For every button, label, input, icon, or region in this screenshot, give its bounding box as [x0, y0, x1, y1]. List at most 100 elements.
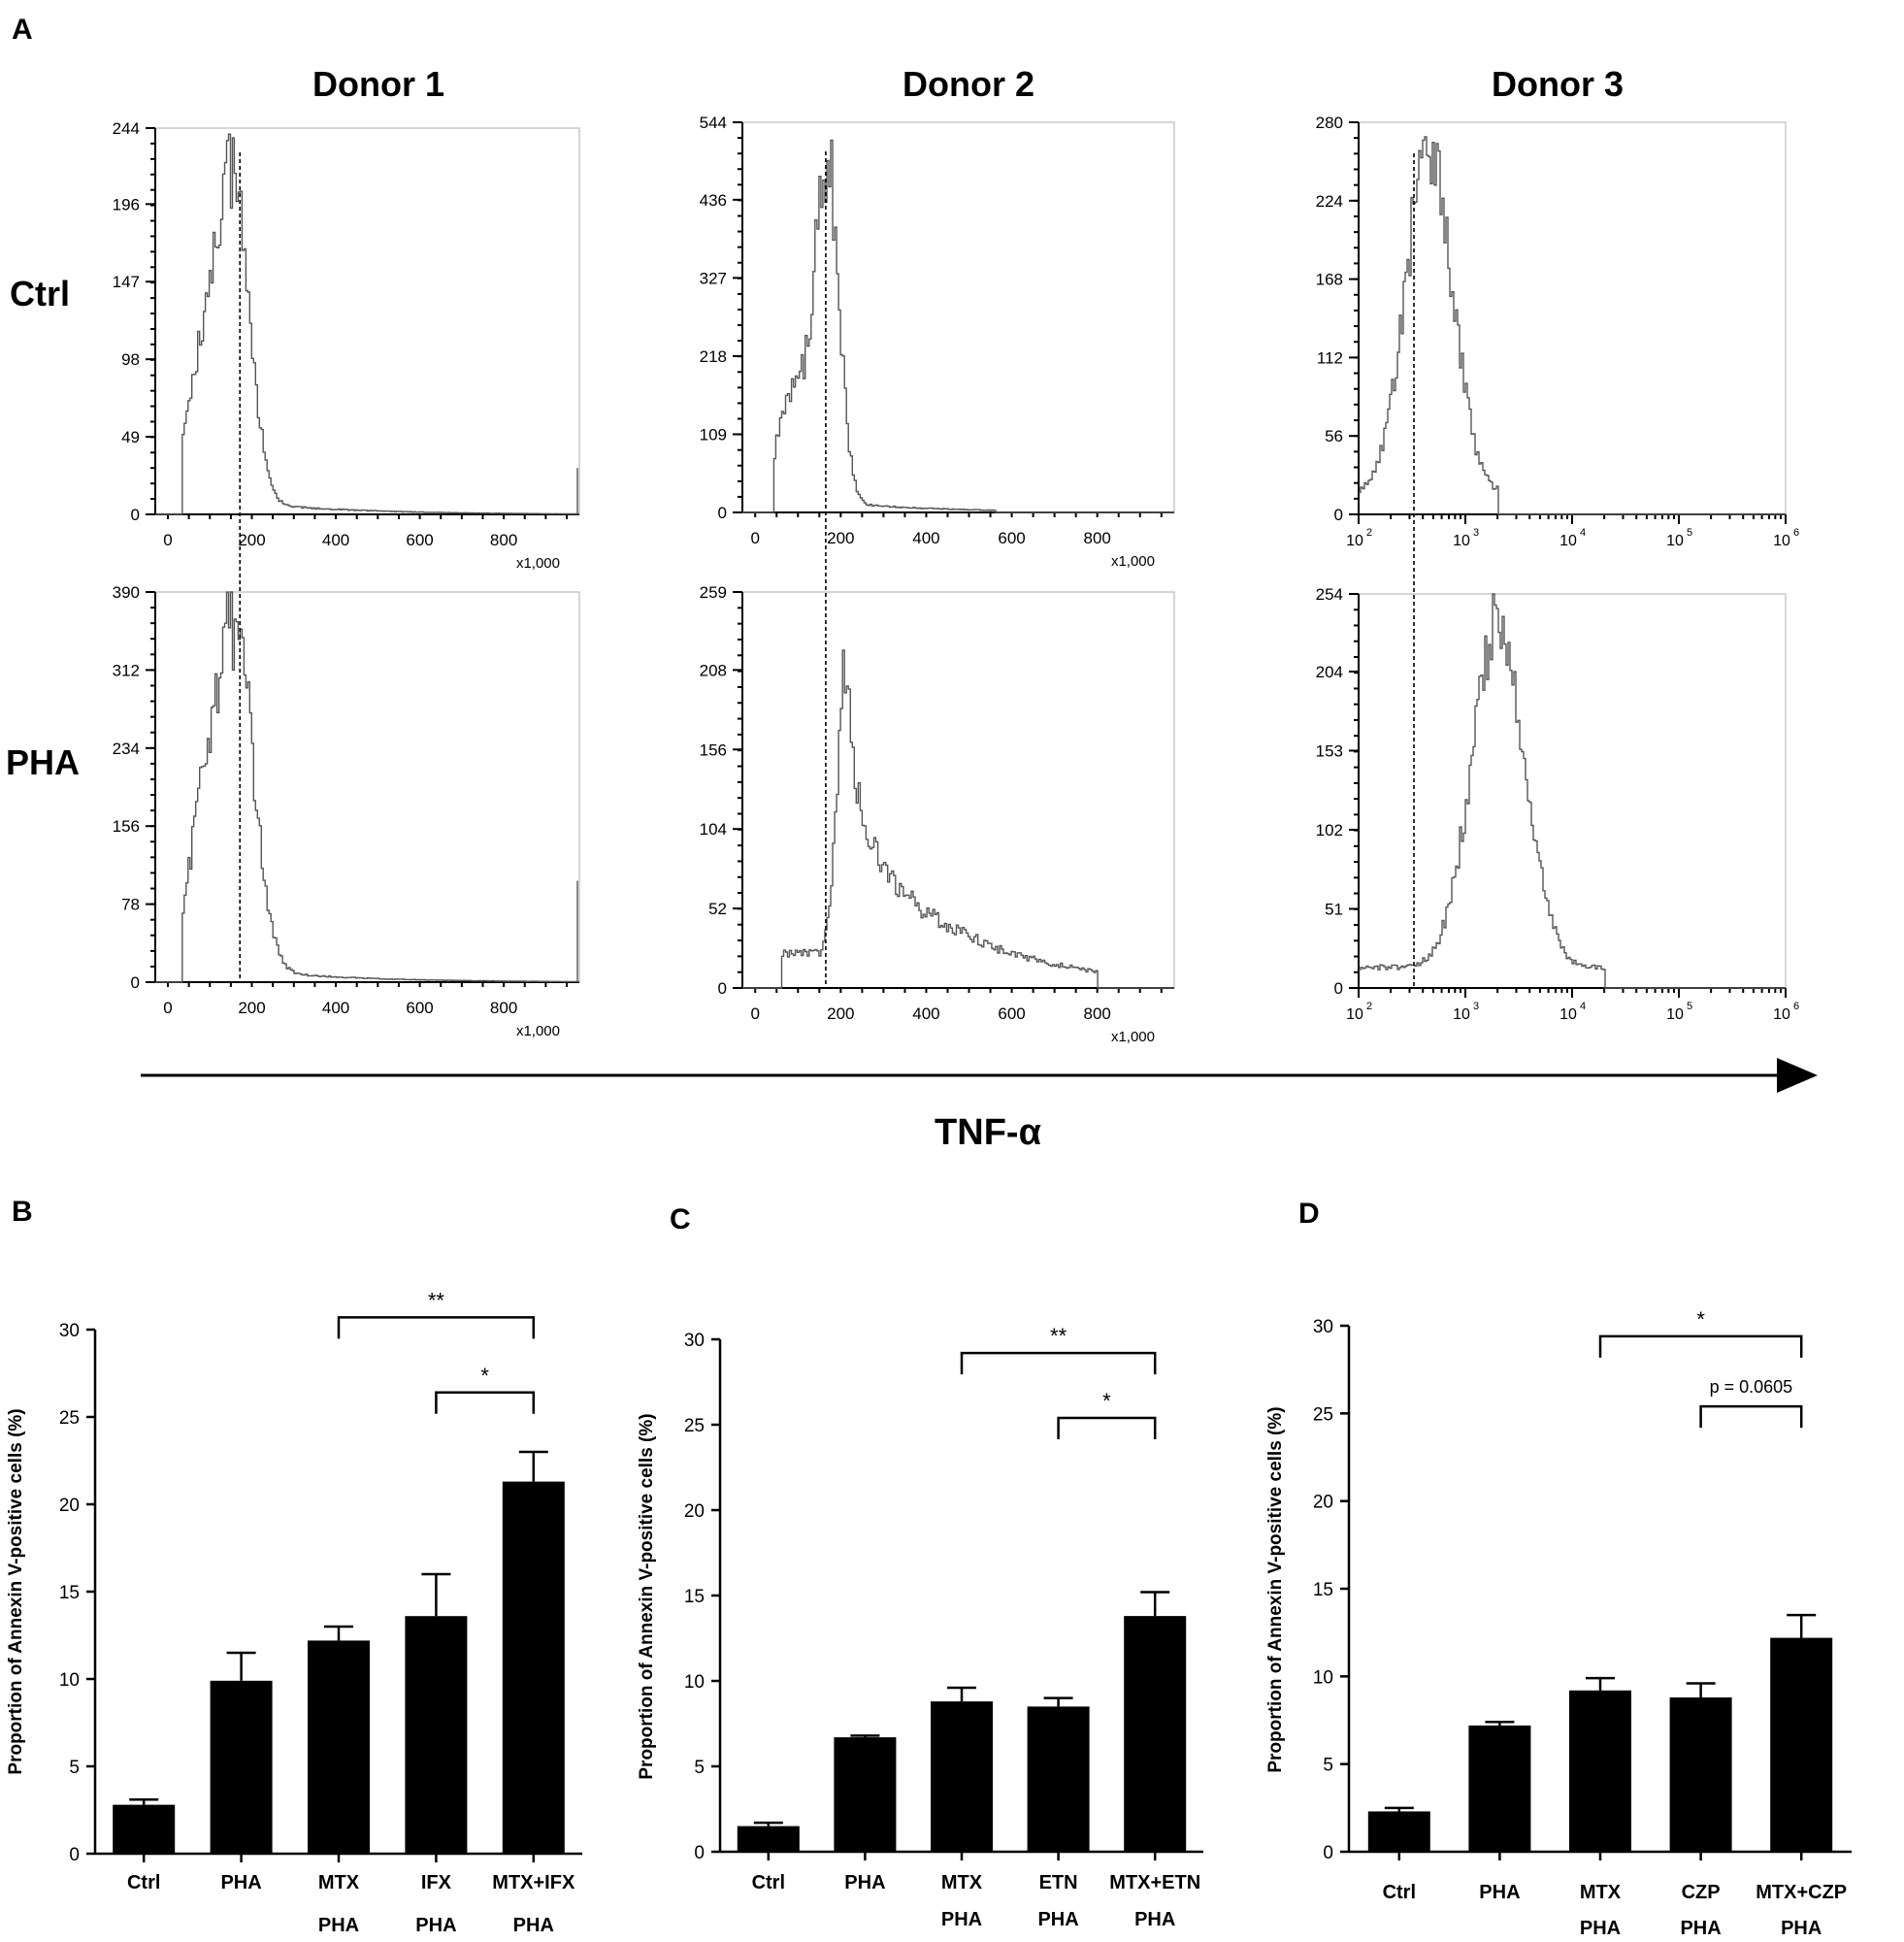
- y-tick-label: 153: [1316, 741, 1343, 760]
- panel-d-letter: D: [1298, 1198, 1320, 1230]
- y-tick-label: 51: [1325, 900, 1343, 918]
- plot-frame: [154, 127, 580, 515]
- y-tick-label: 30: [684, 1331, 705, 1351]
- bar-pha: [834, 1737, 897, 1852]
- x-tick-label: 200: [827, 529, 854, 547]
- y-tick-label: 5: [69, 1758, 80, 1778]
- bar-mtx-czp: [1770, 1637, 1833, 1852]
- y-tick-label: 0: [694, 1843, 705, 1863]
- histogram-trace: [155, 133, 579, 515]
- y-tick-label: 10: [59, 1670, 80, 1691]
- y-tick-label: 10: [1313, 1667, 1333, 1688]
- y-tick-label: 10: [684, 1672, 705, 1693]
- significance-label: p = 0.0605: [1710, 1377, 1793, 1397]
- y-tick-label: 0: [69, 1845, 80, 1865]
- panel-b-letter: B: [12, 1196, 33, 1228]
- category-label: PHA: [844, 1872, 885, 1893]
- y-tick-label: 254: [1316, 585, 1343, 604]
- y-tick-label: 208: [700, 661, 727, 679]
- bar-ctrl: [113, 1804, 176, 1854]
- category-label: MTX+CZP: [1756, 1882, 1847, 1903]
- x-tick-label: 400: [322, 531, 349, 549]
- bar-mtx-ifx: [502, 1481, 565, 1854]
- x-tick-label: 10: [1453, 1006, 1470, 1023]
- y-tick-label: 102: [1316, 821, 1343, 839]
- x-tick-exponent: 6: [1793, 527, 1799, 539]
- category-label: Ctrl: [1383, 1882, 1416, 1903]
- category-label: MTX: [1580, 1882, 1622, 1903]
- x-tick-label: 10: [1773, 533, 1790, 549]
- y-tick-label: 259: [700, 583, 727, 602]
- x-tick-exponent: 4: [1580, 1001, 1586, 1012]
- histogram-A-d1-pha: [146, 591, 580, 987]
- y-axis-label: Proportion of Annexin V-positive cells (…: [6, 1408, 26, 1774]
- category-sublabel: PHA: [1037, 1909, 1078, 1930]
- x-multiplier-label: x1,000: [1111, 1029, 1155, 1045]
- tnf-alpha-axis-label: TNF-α: [935, 1112, 1041, 1153]
- y-tick-label: 52: [708, 900, 727, 918]
- x-tick-label: 0: [750, 529, 759, 547]
- y-tick-label: 5: [694, 1758, 705, 1778]
- category-label: CZP: [1682, 1882, 1721, 1903]
- y-tick-label: 312: [113, 661, 140, 679]
- y-tick-label: 49: [121, 428, 140, 446]
- histogram-A-d1-ctrl: [146, 127, 580, 519]
- category-label: IFX: [421, 1872, 452, 1893]
- donor-1-title: Donor 1: [312, 64, 445, 104]
- x-tick-exponent: 3: [1473, 527, 1479, 539]
- x-tick-label: 10: [1666, 1006, 1684, 1023]
- category-label: MTX: [941, 1872, 983, 1893]
- y-tick-label: 244: [113, 119, 140, 138]
- x-tick-exponent: 5: [1687, 527, 1692, 539]
- plot-frame: [1358, 121, 1787, 515]
- y-tick-label: 15: [1313, 1580, 1333, 1600]
- y-tick-label: 390: [113, 583, 140, 602]
- x-tick-label: 800: [490, 999, 517, 1017]
- x-multiplier-label: x1,000: [516, 1023, 560, 1039]
- bar-chart-D: [1340, 1324, 1852, 1860]
- x-tick-label: 10: [1346, 1006, 1363, 1023]
- x-tick-label: 800: [1084, 1004, 1111, 1023]
- x-tick-exponent: 4: [1580, 527, 1586, 539]
- bar-chart-C: [711, 1337, 1203, 1860]
- y-tick-label: 0: [131, 973, 140, 992]
- x-tick-label: 10: [1666, 533, 1684, 549]
- y-tick-label: 0: [718, 504, 727, 522]
- category-sublabel: PHA: [513, 1915, 554, 1936]
- category-sublabel: PHA: [415, 1915, 456, 1936]
- x-tick-exponent: 6: [1793, 1001, 1799, 1012]
- x-tick-label: 200: [238, 999, 265, 1017]
- significance-label: *: [1102, 1389, 1111, 1413]
- significance-label: **: [1050, 1324, 1067, 1348]
- x-tick-label: 400: [912, 529, 939, 547]
- y-axis-label: Proportion of Annexin V-positive cells (…: [637, 1413, 657, 1779]
- significance-label: *: [1696, 1307, 1705, 1332]
- x-tick-label: 0: [163, 531, 172, 549]
- histogram-trace: [742, 139, 1174, 513]
- significance-label: *: [480, 1364, 489, 1388]
- y-tick-label: 25: [684, 1416, 705, 1436]
- y-tick-label: 0: [1334, 979, 1343, 998]
- x-tick-label: 400: [322, 999, 349, 1017]
- donor-2-title: Donor 2: [902, 64, 1035, 104]
- x-multiplier-label: x1,000: [1111, 553, 1155, 570]
- significance-bracket: [960, 1351, 1157, 1375]
- category-label: MTX+IFX: [492, 1872, 575, 1893]
- y-tick-label: 196: [113, 195, 140, 214]
- y-tick-label: 0: [131, 506, 140, 524]
- y-tick-label: 30: [1313, 1317, 1333, 1337]
- bar-pha: [1468, 1725, 1531, 1852]
- histogram-trace: [155, 591, 579, 983]
- histogram-A-d3-pha: [1349, 593, 1787, 998]
- bar-czp: [1669, 1697, 1732, 1852]
- y-tick-label: 20: [59, 1496, 80, 1516]
- y-tick-label: 112: [1317, 348, 1343, 367]
- y-tick-label: 327: [700, 269, 727, 287]
- y-tick-label: 98: [121, 350, 140, 369]
- x-tick-label: 10: [1773, 1006, 1790, 1023]
- y-tick-label: 104: [700, 820, 727, 839]
- bar-mtx-etn: [1124, 1616, 1187, 1852]
- panel-c-letter: C: [670, 1203, 691, 1235]
- y-tick-label: 15: [59, 1583, 80, 1603]
- histogram-A-d2-ctrl: [733, 121, 1175, 517]
